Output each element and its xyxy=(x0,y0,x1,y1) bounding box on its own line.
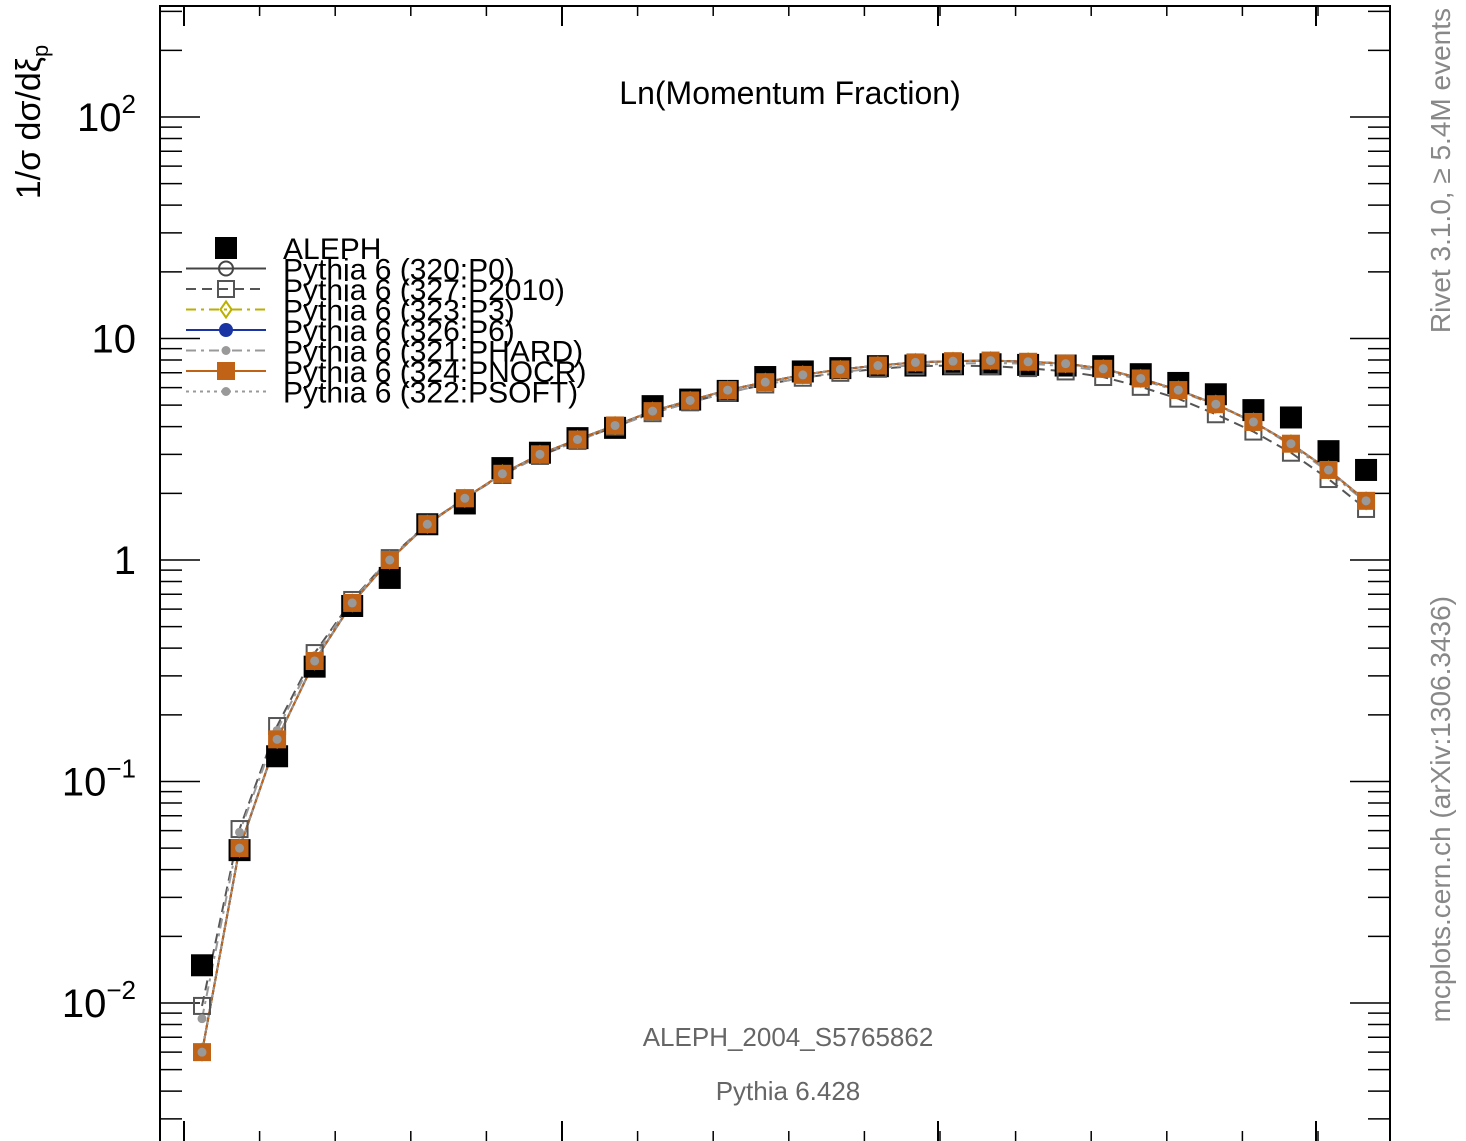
data-point xyxy=(378,566,401,589)
data-point xyxy=(1173,385,1183,395)
data-point xyxy=(217,362,235,380)
y-tick-label-base: 1 xyxy=(114,539,136,583)
data-point xyxy=(910,357,920,367)
data-point xyxy=(266,745,289,768)
data-point xyxy=(310,656,320,666)
y-tick-label-base: 10 xyxy=(62,982,107,1026)
legend-label: Pythia 6 (320:P0) xyxy=(283,254,515,287)
y-tick-label-base: 10 xyxy=(62,761,107,805)
data-point xyxy=(948,356,958,366)
data-point xyxy=(835,364,845,374)
series-line xyxy=(201,359,1367,1053)
y-tick-label: 1 xyxy=(114,539,136,583)
y-tick-label-base: 10 xyxy=(77,96,122,140)
data-point xyxy=(272,734,282,744)
y-tick-label-base: 10 xyxy=(92,318,137,362)
data-point xyxy=(1361,496,1371,506)
y-axis-label: 1/σ dσ/dξp xyxy=(10,45,53,200)
data-point xyxy=(1136,373,1146,383)
data-point xyxy=(1023,357,1033,367)
data-point xyxy=(197,1047,207,1057)
data-point xyxy=(217,280,235,298)
mcplots-label: mcplots.cern.ch (arXiv:1306.3436) xyxy=(1425,596,1456,1022)
y-tick-label: 10 xyxy=(92,318,137,362)
data-point xyxy=(219,323,233,337)
y-axis-label-sub: p xyxy=(28,45,53,57)
data-point xyxy=(230,820,249,839)
data-point xyxy=(385,555,395,565)
data-point xyxy=(193,996,211,1015)
data-point xyxy=(197,1014,207,1024)
data-point xyxy=(218,260,234,277)
y-tick-label: 102 xyxy=(77,89,136,140)
y-tick-label-exponent: −2 xyxy=(106,975,136,1005)
data-point xyxy=(1211,399,1221,409)
data-point xyxy=(1061,359,1071,369)
data-point xyxy=(221,346,231,355)
y-axis-label-main: 1/σ dσ/dξ xyxy=(10,57,48,199)
data-point xyxy=(1098,364,1108,374)
data-point xyxy=(221,387,231,396)
chart-title: Ln(Momentum Fraction) xyxy=(619,75,960,111)
data-point xyxy=(573,434,582,444)
series-line xyxy=(201,364,1367,1007)
data-point xyxy=(1324,465,1333,475)
legend-label: Pythia 6 (327:P2010) xyxy=(283,274,565,307)
data-point xyxy=(873,361,883,371)
y-tick-label: 10−2 xyxy=(62,975,136,1026)
series-line xyxy=(201,359,1367,1053)
rivet-label: Rivet 3.1.0, ≥ 5.4M events xyxy=(1425,8,1456,333)
analysis-label: ALEPH_2004_S5765862 xyxy=(643,1022,934,1052)
data-point xyxy=(215,237,237,259)
data-point xyxy=(235,843,245,853)
data-point xyxy=(1317,440,1340,463)
series-line xyxy=(201,359,1367,1053)
data-point xyxy=(1279,406,1302,429)
data-point xyxy=(497,469,507,479)
legend-label: ALEPH xyxy=(283,233,381,266)
plot-frame xyxy=(159,5,1391,1141)
generator-label: Pythia 6.428 xyxy=(716,1076,861,1106)
data-point xyxy=(986,356,996,366)
data-point xyxy=(191,954,213,977)
legend-label: Pythia 6 (326:P6) xyxy=(283,315,515,348)
series-markers xyxy=(191,350,1378,1062)
series-line xyxy=(201,359,1367,1053)
series-lines xyxy=(201,359,1367,1053)
data-point xyxy=(422,519,432,529)
legend-label: Pythia 6 (323:P3) xyxy=(283,295,515,328)
data-point xyxy=(1355,458,1378,481)
data-point xyxy=(535,449,545,459)
y-tick-label-exponent: 2 xyxy=(122,89,136,119)
data-point xyxy=(219,299,233,320)
y-tick-label-exponent: −1 xyxy=(106,754,136,784)
legend-label: Pythia 6 (324:PNOCR) xyxy=(283,356,586,389)
data-point xyxy=(1286,439,1296,449)
data-point xyxy=(235,827,245,837)
data-point xyxy=(1248,417,1258,427)
data-point xyxy=(760,377,770,387)
data-point xyxy=(610,420,620,430)
legend-label: Pythia 6 (321:PHARD) xyxy=(283,336,583,369)
series-line xyxy=(201,359,1367,1053)
data-point xyxy=(460,493,470,503)
legend-label: Pythia 6 (322:PSOFT) xyxy=(283,377,578,410)
series-line xyxy=(201,362,1367,1019)
data-point xyxy=(685,395,695,405)
data-point xyxy=(723,385,733,395)
data-point xyxy=(347,598,357,608)
data-point xyxy=(798,370,808,380)
data-point xyxy=(648,406,658,416)
y-tick-label: 10−1 xyxy=(62,754,136,805)
